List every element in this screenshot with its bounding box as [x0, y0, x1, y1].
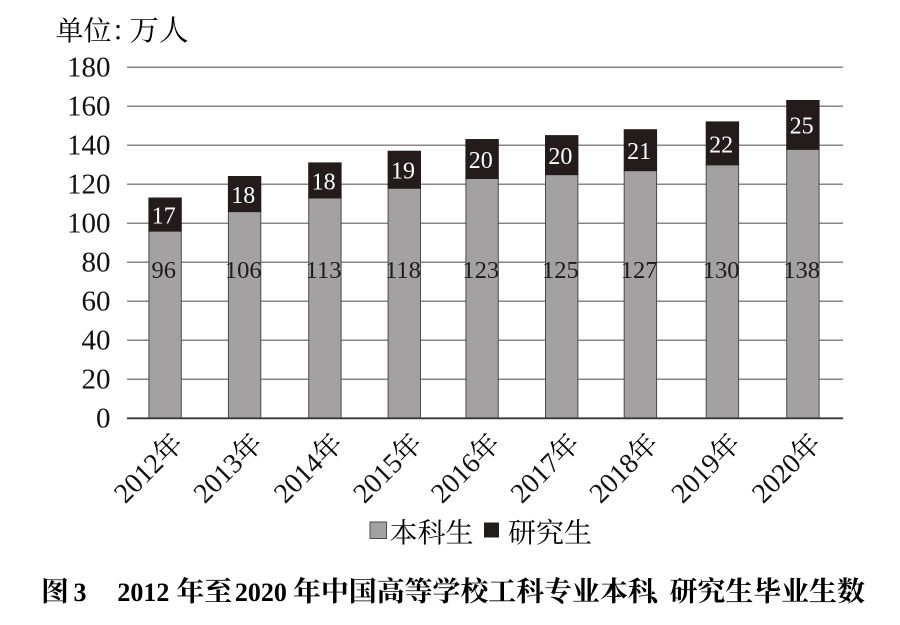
svg-text:2012: 2012 [117, 578, 169, 607]
svg-text:160: 160 [67, 91, 111, 123]
svg-text:100: 100 [67, 208, 111, 240]
svg-text:3: 3 [74, 578, 87, 607]
svg-text:140: 140 [67, 130, 111, 162]
svg-text:19: 19 [391, 159, 415, 185]
svg-text:18: 18 [312, 169, 336, 195]
svg-text:2020: 2020 [235, 578, 287, 607]
svg-text:18: 18 [231, 183, 255, 209]
svg-text:20: 20 [469, 148, 493, 174]
svg-text:96: 96 [152, 257, 177, 284]
svg-text:125: 125 [542, 257, 579, 284]
svg-text:123: 123 [462, 257, 499, 284]
svg-text:20: 20 [82, 364, 111, 396]
svg-text:180: 180 [67, 52, 111, 84]
svg-text:127: 127 [621, 257, 658, 284]
svg-text:106: 106 [225, 257, 262, 284]
svg-text:0: 0 [96, 403, 111, 435]
svg-text:120: 120 [67, 169, 111, 201]
svg-text:25: 25 [790, 114, 814, 140]
svg-text:113: 113 [306, 257, 342, 284]
svg-text:118: 118 [385, 257, 421, 284]
svg-text:80: 80 [82, 247, 111, 279]
svg-text:22: 22 [709, 132, 733, 158]
svg-text:138: 138 [783, 257, 820, 284]
svg-text:40: 40 [82, 325, 111, 357]
svg-text:17: 17 [152, 203, 176, 229]
svg-text:60: 60 [82, 286, 111, 318]
svg-text:21: 21 [627, 139, 651, 165]
svg-text:130: 130 [703, 257, 740, 284]
svg-text:20: 20 [548, 144, 572, 170]
